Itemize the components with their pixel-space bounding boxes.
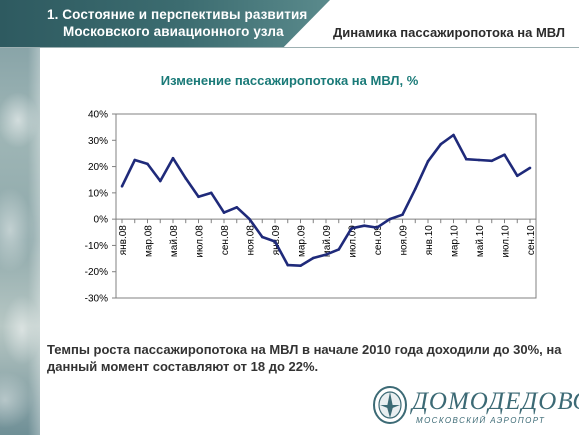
line-chart: 40% 30% 20% 10% 0% -10% -20% -30% янв.08 мар.08 ма… xyxy=(85,110,537,305)
airport-emblem-icon xyxy=(373,386,407,424)
data-point xyxy=(515,174,519,178)
chart-title: Изменение пассажиропотока на МВЛ, % xyxy=(160,73,419,88)
data-point xyxy=(337,248,341,251)
x-tick-label: сен.08 xyxy=(220,225,231,255)
data-point xyxy=(171,156,175,160)
x-tick-label: июл.08 xyxy=(195,225,206,258)
x-tick-label: янв.08 xyxy=(118,225,129,256)
data-point xyxy=(464,157,468,161)
x-tick-label: мар.10 xyxy=(450,225,461,257)
data-point xyxy=(222,211,226,214)
header-banner xyxy=(0,0,330,47)
x-tick-label: мар.09 xyxy=(297,225,308,257)
x-tick-label: сен.10 xyxy=(526,225,537,255)
data-point xyxy=(452,133,455,137)
x-tick-label: май.09 xyxy=(322,225,333,257)
data-point xyxy=(503,153,506,157)
slide-title-line1: 1. Состояние и перспективы развития xyxy=(47,7,308,22)
data-point xyxy=(375,226,379,229)
data-point xyxy=(413,187,417,191)
y-tick-label: -10% xyxy=(85,241,108,252)
data-point xyxy=(362,224,366,228)
y-tick-label: 0% xyxy=(94,215,109,226)
y-tick-label: 10% xyxy=(88,188,108,199)
data-point xyxy=(273,240,277,243)
section-title: Динамика пассажиропотока на МВЛ xyxy=(333,25,565,40)
y-tick-label: 40% xyxy=(88,110,108,121)
data-point xyxy=(248,217,251,221)
data-point xyxy=(184,177,188,180)
x-tick-label: май.10 xyxy=(475,225,486,257)
data-point xyxy=(311,256,315,260)
data-point xyxy=(401,213,404,216)
y-tick-label: -30% xyxy=(85,294,108,305)
x-tick-label: июл.10 xyxy=(501,225,512,258)
sky-fade xyxy=(28,0,68,435)
x-tick-label: мар.08 xyxy=(144,225,155,257)
plot-area xyxy=(115,113,537,299)
y-tick-label: 30% xyxy=(88,136,108,147)
data-point xyxy=(439,142,443,146)
data-point xyxy=(120,184,124,188)
x-tick-label: июл.09 xyxy=(348,225,359,258)
x-tick-label: янв.10 xyxy=(424,225,435,256)
data-point xyxy=(146,162,149,166)
logo-name: ДОМОДЕДОВО xyxy=(412,388,579,415)
slide-title-line2: Московского авиационного узла xyxy=(63,24,284,39)
y-tick-label: -20% xyxy=(85,267,108,278)
data-point xyxy=(260,235,264,239)
x-tick-label: сен.09 xyxy=(373,225,384,255)
header-divider xyxy=(0,47,579,48)
description-text: Темпы роста пассажиропотока на МВЛ в нач… xyxy=(47,342,562,374)
data-point xyxy=(350,227,353,230)
data-point xyxy=(426,160,430,163)
y-tick-label: 20% xyxy=(88,162,108,173)
data-point xyxy=(490,159,494,163)
data-point xyxy=(477,158,481,162)
domodedovo-logo: ДОМОДЕДОВО МОСКОВСКИЙ АЭРОПОРТ xyxy=(372,384,579,428)
data-point xyxy=(528,166,532,170)
x-tick-label: ноя.08 xyxy=(246,225,257,256)
data-point xyxy=(235,206,239,209)
data-point xyxy=(209,191,213,195)
data-point xyxy=(286,263,290,267)
slide-title: 1. Состояние и перспективы развития Моск… xyxy=(47,6,317,40)
x-tick-label: янв.09 xyxy=(271,225,282,256)
data-point xyxy=(133,158,137,162)
logo-subtitle: МОСКОВСКИЙ АЭРОПОРТ xyxy=(416,416,546,425)
data-point xyxy=(158,179,162,183)
data-point xyxy=(197,195,200,199)
x-tick-label: май.08 xyxy=(169,225,180,257)
x-tick-label: ноя.09 xyxy=(399,225,410,256)
data-point xyxy=(324,253,328,256)
data-point xyxy=(388,217,392,221)
data-point xyxy=(299,264,302,267)
